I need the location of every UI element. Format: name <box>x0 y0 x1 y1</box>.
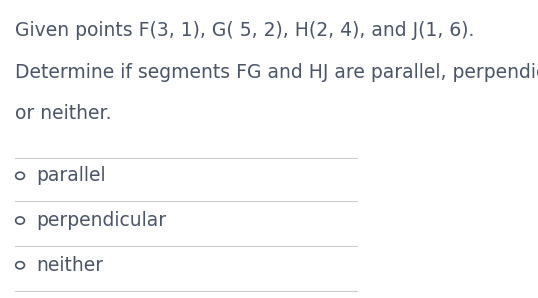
Text: perpendicular: perpendicular <box>37 211 167 230</box>
Text: Determine if segments FG and HJ are parallel, perpendicular,: Determine if segments FG and HJ are para… <box>15 63 538 82</box>
Text: or neither.: or neither. <box>15 104 111 123</box>
Text: Given points F(3, 1), G( 5, 2), H(2, 4), and J(1, 6).: Given points F(3, 1), G( 5, 2), H(2, 4),… <box>15 21 474 40</box>
Text: neither: neither <box>37 256 104 275</box>
Text: parallel: parallel <box>37 166 106 185</box>
